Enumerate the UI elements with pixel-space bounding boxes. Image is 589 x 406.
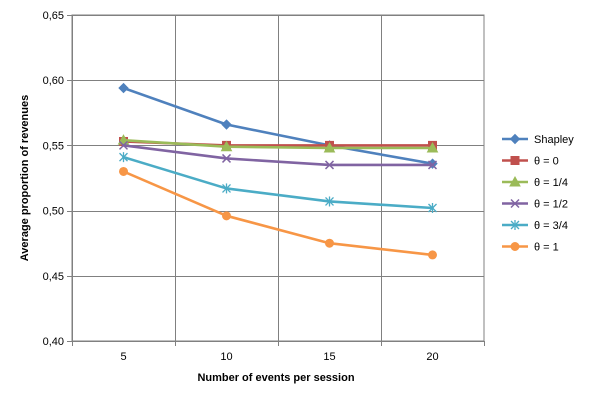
legend-marker	[509, 175, 521, 187]
legend-item: θ = 0	[502, 156, 559, 168]
data-point-theta-1	[119, 166, 128, 176]
data-point-theta-1-2	[427, 160, 438, 170]
data-point-theta-1-2	[324, 160, 335, 170]
legend-marker	[510, 156, 520, 165]
data-point-theta-1	[222, 211, 231, 221]
x-tick-label: 10	[220, 351, 232, 363]
legend-marker	[510, 198, 520, 209]
y-tick-label: 0,60	[43, 75, 64, 87]
y-tick-label: 0,65	[43, 10, 64, 22]
series-line-theta-3-4	[122, 155, 434, 210]
legend-item: θ = 3/4	[502, 220, 568, 232]
x-tick-label: 15	[323, 351, 335, 363]
legend-item: θ = 1	[502, 242, 559, 254]
axes	[67, 15, 485, 346]
data-point-theta-1	[428, 250, 437, 260]
series-line-theta-1-2	[122, 144, 434, 167]
x-tick-labels: 5 10 15 20	[120, 351, 438, 363]
y-tick-label: 0,55	[43, 140, 64, 152]
series-theta-3-4	[119, 152, 437, 213]
data-point-theta-3-4	[325, 196, 334, 207]
legend-label: θ = 3/4	[534, 220, 568, 232]
legend-label: θ = 0	[534, 156, 559, 168]
x-axis-title: Number of events per session	[197, 372, 354, 384]
legend-label: θ = 1	[534, 242, 559, 254]
y-tick-labels: 0,40 0,45 0,50 0,55 0,60 0,65	[43, 10, 64, 348]
legend-label: Shapley	[534, 134, 574, 146]
data-point-theta-3-4	[119, 152, 128, 163]
data-point-theta-3-4	[428, 202, 437, 213]
series-theta-1	[119, 166, 437, 260]
legend-item: θ = 1/4	[502, 175, 568, 189]
data-point-theta-1-4	[426, 141, 439, 153]
data-point-theta-1-4	[220, 140, 233, 152]
y-tick-label: 0,50	[43, 206, 64, 218]
legend-item: θ = 1/2	[502, 199, 568, 211]
data-point-theta-1-2	[118, 140, 129, 150]
legend-item: Shapley	[502, 133, 574, 146]
y-tick-label: 0,45	[43, 271, 64, 283]
y-tick-label: 0,40	[43, 336, 64, 348]
legend-label: θ = 1/2	[534, 199, 568, 211]
legend-label: θ = 1/4	[534, 177, 568, 189]
data-point-theta-1	[325, 238, 334, 248]
x-tick-label: 20	[426, 351, 438, 363]
series-line-shapley	[122, 86, 434, 165]
series-line-theta-1	[122, 170, 434, 257]
legend: Shapley θ = 0 θ = 1/4 θ = 1/2 θ = 3/4 θ = 1	[502, 133, 574, 254]
y-axis-title: Average proportion of revenues	[19, 95, 31, 261]
data-point-shapley	[118, 82, 129, 94]
legend-marker	[510, 220, 520, 230]
series-theta-1-2	[118, 140, 438, 170]
data-point-theta-3-4	[222, 183, 231, 194]
data-point-shapley	[221, 119, 232, 130]
series-lines	[117, 82, 439, 260]
data-point-theta-1-2	[221, 153, 232, 163]
data-point-theta-1-4	[323, 141, 336, 153]
legend-marker	[509, 133, 521, 145]
x-tick-label: 5	[120, 351, 126, 363]
legend-marker	[510, 242, 520, 251]
series-line-theta-1-4	[122, 138, 434, 150]
